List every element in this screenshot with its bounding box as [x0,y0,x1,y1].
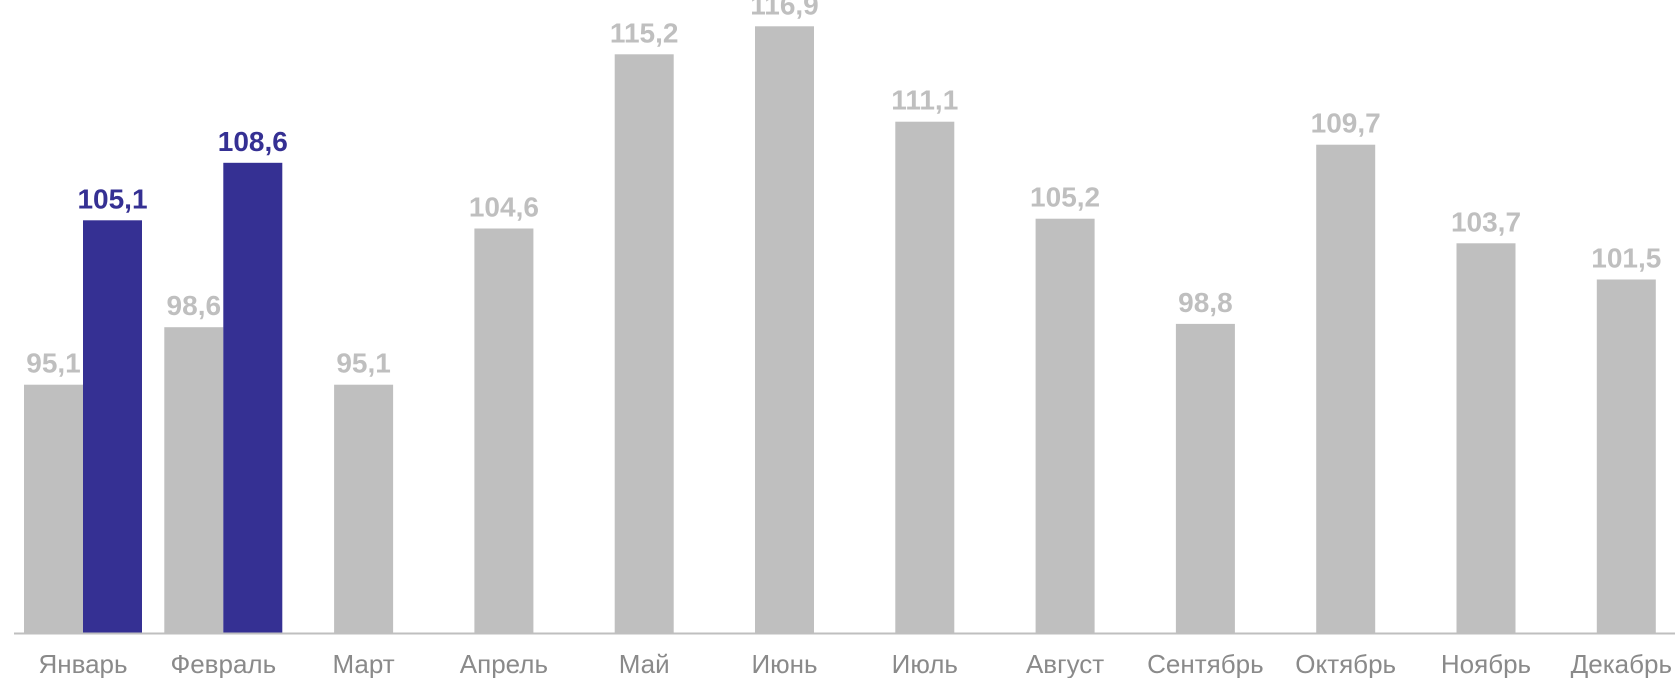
x-tick-label-11: Ноябрь [1441,649,1531,678]
bar-blue-1 [83,220,142,634]
data-label-gray-3: 95,1 [336,348,391,379]
value-labels-layer: 95,1 105,1 98,6 108,6 95,1 104,6 115,2 116,9 111… [26,0,1661,379]
x-tick-label-7: Июль [892,649,958,678]
bars-layer [24,26,1656,634]
data-label-gray-2: 98,6 [167,290,222,321]
data-label-gray-4: 104,6 [469,192,539,223]
data-label-gray-9: 98,8 [1178,287,1233,318]
data-label-gray-5: 115,2 [610,17,679,48]
x-tick-label-9: Сентябрь [1147,649,1263,678]
data-label-gray-11: 103,7 [1451,206,1521,237]
data-label-gray-1: 95,1 [26,348,81,379]
bar-gray-1 [24,384,83,633]
data-label-gray-12: 101,5 [1591,243,1661,274]
x-tick-label-4: Апрель [460,649,548,678]
x-tick-label-10: Октябрь [1295,649,1396,678]
bar-gray-4 [474,228,534,633]
x-tick-label-1: Январь [38,649,127,678]
bar-gray-11 [1456,243,1516,634]
data-label-blue-2: 108,6 [218,126,288,157]
bar-gray-3 [334,384,394,633]
bar-gray-12 [1596,279,1656,633]
data-label-gray-6: 116,9 [750,0,819,20]
data-label-gray-7: 111,1 [891,85,958,116]
bar-gray-6 [755,26,814,634]
bar-gray-7 [895,121,955,633]
x-tick-label-6: Июнь [751,649,817,678]
data-label-gray-8: 105,2 [1030,182,1100,213]
bar-gray-8 [1035,218,1095,633]
x-tick-label-8: Август [1026,649,1104,678]
bar-gray-9 [1175,323,1235,633]
x-tick-label-3: Март [332,649,394,678]
bar-gray-10 [1316,144,1376,633]
bar-blue-2 [223,162,283,634]
x-tick-label-2: Февраль [170,649,276,678]
x-tick-label-5: Май [619,649,670,678]
data-label-gray-10: 109,7 [1311,108,1381,139]
bar-gray-2 [164,327,224,633]
data-label-blue-1: 105,1 [77,183,147,214]
x-tick-label-12: Декабрь [1571,649,1672,678]
bar-gray-5 [614,54,674,634]
x-axis-tick-labels: Январь Февраль Март Апрель Май Июнь Июль Август… [38,649,1672,678]
